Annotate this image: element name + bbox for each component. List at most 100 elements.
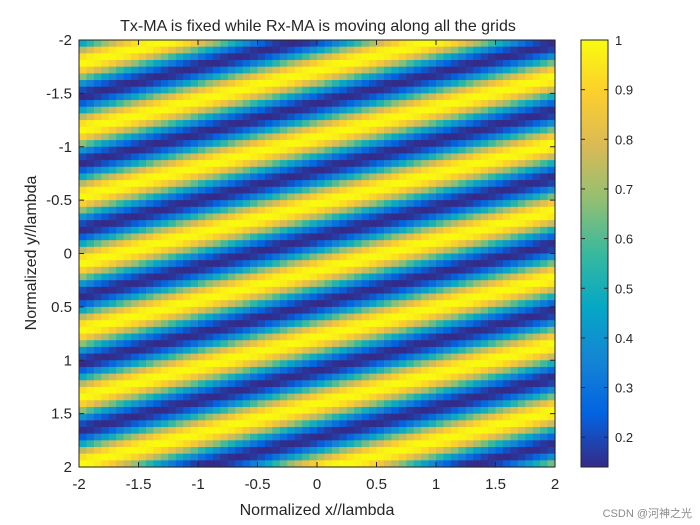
heatmap-cell (250, 93, 259, 101)
heatmap-cell (79, 293, 88, 301)
heatmap-cell (287, 240, 296, 248)
heatmap-cell (413, 446, 422, 455)
heatmap-cell (517, 140, 526, 148)
heatmap-cell (257, 380, 266, 388)
heatmap-cell (354, 206, 363, 215)
heatmap-cell (227, 93, 236, 101)
heatmap-cell (242, 320, 251, 328)
heatmap-cell (116, 420, 125, 428)
heatmap-cell (242, 213, 251, 221)
heatmap-cell (369, 200, 378, 208)
heatmap-cell (227, 73, 236, 81)
heatmap-cell (465, 226, 474, 235)
heatmap-cell (227, 440, 236, 448)
heatmap-cell (473, 340, 482, 348)
heatmap-cell (428, 166, 437, 175)
heatmap-cell (346, 73, 355, 81)
heatmap-cell (242, 406, 251, 415)
heatmap-cell (413, 60, 422, 68)
heatmap-cell (212, 380, 221, 388)
heatmap-cell (86, 166, 95, 175)
heatmap-cell (428, 220, 437, 228)
heatmap-cell (488, 46, 497, 54)
heatmap-cell (79, 440, 88, 448)
heatmap-cell (369, 133, 378, 141)
heatmap-cell (264, 253, 273, 261)
heatmap-cell (354, 106, 363, 114)
heatmap-cell (480, 326, 489, 335)
heatmap-cell (138, 200, 147, 208)
x-tick-label: 0 (313, 476, 321, 493)
heatmap-cell (235, 340, 244, 348)
heatmap-cell (324, 360, 333, 368)
heatmap-cell (547, 246, 556, 255)
heatmap-cell (510, 140, 519, 148)
heatmap-cell (495, 406, 504, 415)
heatmap-cell (421, 320, 430, 328)
heatmap-cell (138, 366, 147, 375)
heatmap-cell (517, 373, 526, 381)
heatmap-cell (101, 153, 110, 161)
heatmap-cell (383, 226, 392, 235)
heatmap-cell (473, 80, 482, 88)
heatmap-cell (257, 420, 266, 428)
heatmap-cell (160, 446, 169, 455)
heatmap-cell (287, 40, 296, 48)
heatmap-cell (205, 146, 214, 155)
heatmap-cell (354, 166, 363, 175)
heatmap-cell (339, 133, 348, 141)
heatmap-cell (450, 126, 459, 134)
heatmap-cell (190, 440, 199, 448)
heatmap-cell (86, 406, 95, 415)
heatmap-cell (138, 406, 147, 415)
heatmap-cell (450, 206, 459, 215)
heatmap-cell (443, 400, 452, 408)
heatmap-cell (458, 266, 467, 275)
heatmap-cell (436, 300, 445, 308)
heatmap-cell (510, 366, 519, 375)
heatmap-cell (168, 306, 177, 315)
heatmap-cell (212, 153, 221, 161)
heatmap-cell (428, 73, 437, 81)
heatmap-cell (145, 200, 154, 208)
heatmap-cell (436, 193, 445, 201)
heatmap-cell (294, 326, 303, 335)
heatmap-cell (465, 380, 474, 388)
heatmap-cell (398, 433, 407, 441)
heatmap-cell (547, 366, 556, 375)
heatmap-cell (406, 260, 415, 268)
heatmap-cell (525, 306, 534, 315)
heatmap-cell (175, 86, 184, 94)
heatmap-cell (93, 213, 102, 221)
heatmap-cell (525, 233, 534, 241)
heatmap-cell (183, 226, 192, 235)
heatmap-cell (198, 353, 207, 361)
heatmap-cell (279, 46, 288, 54)
heatmap-cell (443, 266, 452, 275)
heatmap-cell (86, 60, 95, 68)
heatmap-cell (361, 146, 370, 155)
heatmap-cell (317, 360, 326, 368)
heatmap-cell (145, 206, 154, 215)
heatmap-cell (443, 160, 452, 168)
heatmap-cell (205, 240, 214, 248)
heatmap-cell (398, 260, 407, 268)
heatmap-cell (198, 126, 207, 134)
heatmap-cell (294, 193, 303, 201)
heatmap-cell (391, 120, 400, 128)
heatmap-cell (79, 140, 88, 148)
heatmap-cell (101, 366, 110, 375)
heatmap-cell (198, 453, 207, 461)
heatmap-cell (250, 173, 259, 181)
x-tick-label: -2 (72, 476, 85, 493)
heatmap-cell (108, 53, 117, 61)
heatmap-cell (79, 453, 88, 461)
heatmap-cell (123, 206, 132, 215)
heatmap-cell (540, 140, 549, 148)
heatmap-cell (361, 280, 370, 288)
heatmap-cell (391, 320, 400, 328)
heatmap-cell (93, 246, 102, 255)
heatmap-cell (116, 40, 125, 48)
heatmap-cell (443, 326, 452, 335)
heatmap-cell (168, 286, 177, 295)
